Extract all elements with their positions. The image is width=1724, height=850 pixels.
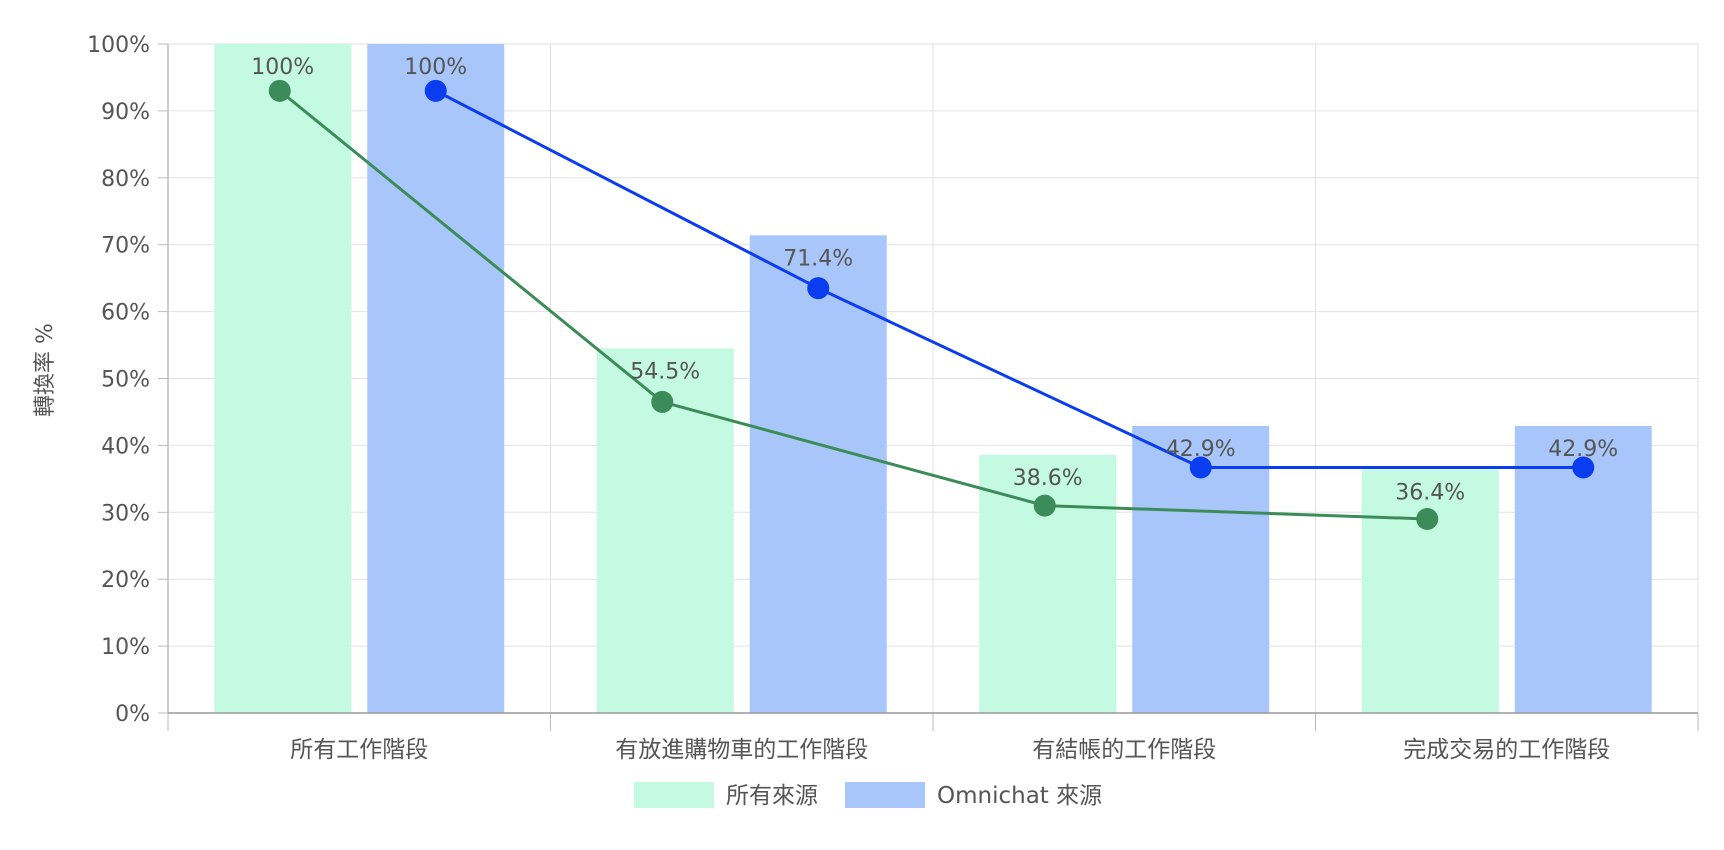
x-tick-label: 有放進購物車的工作階段 xyxy=(615,737,868,763)
legend: 所有來源 Omnichat 來源 xyxy=(634,782,1102,809)
y-tick-label: 50% xyxy=(101,368,150,393)
data-labels: 100% 54.5% 38.6% 36.4% 100% 71.4% 42.9% 42.9% xyxy=(251,55,1618,505)
x-tick-label: 完成交易的工作階段 xyxy=(1403,737,1610,763)
series-point xyxy=(424,79,447,102)
data-label: 42.9% xyxy=(1548,437,1618,462)
bars xyxy=(214,44,1652,714)
x-tick-label: 所有工作階段 xyxy=(290,737,428,763)
bar xyxy=(367,44,505,713)
data-label: 100% xyxy=(404,55,467,80)
y-tick-label: 30% xyxy=(101,501,150,526)
legend-swatch xyxy=(845,782,925,808)
axes: 0% 10% 20% 30% 40% 50% 60% 70% 80% 90% 100% 所有工作階段 有… xyxy=(87,33,1699,763)
lines xyxy=(268,79,1595,530)
bar xyxy=(749,235,887,714)
series-point xyxy=(1416,507,1439,530)
data-label: 100% xyxy=(251,55,314,80)
series-point xyxy=(1033,494,1056,517)
legend-label: Omnichat 來源 xyxy=(937,783,1102,809)
y-tick-label: 40% xyxy=(101,434,150,459)
data-label: 42.9% xyxy=(1166,437,1236,462)
y-axis-title: 轉換率 % xyxy=(33,323,58,417)
series-point xyxy=(1572,456,1595,479)
bar xyxy=(214,44,352,713)
y-tick-label: 20% xyxy=(101,568,150,593)
y-tick-label: 70% xyxy=(101,234,150,259)
data-label: 54.5% xyxy=(630,359,700,384)
data-label: 38.6% xyxy=(1013,466,1083,491)
y-tick-label: 10% xyxy=(101,635,150,660)
x-tick-label: 有結帳的工作階段 xyxy=(1032,737,1216,763)
series-line xyxy=(435,89,1584,469)
series-point xyxy=(807,277,830,300)
y-tick-label: 80% xyxy=(101,167,150,192)
data-label: 71.4% xyxy=(783,246,853,271)
y-tick-label: 100% xyxy=(87,33,150,58)
series-line xyxy=(278,89,1428,521)
series-point xyxy=(268,79,291,102)
bar xyxy=(1361,469,1499,713)
series-point xyxy=(1189,456,1212,479)
series-point xyxy=(651,390,674,413)
legend-swatch xyxy=(634,782,714,808)
y-tick-label: 60% xyxy=(101,301,150,326)
data-label: 36.4% xyxy=(1395,480,1465,505)
legend-label: 所有來源 xyxy=(726,783,818,809)
y-tick-label: 0% xyxy=(115,702,150,727)
y-tick-label: 90% xyxy=(101,100,150,125)
